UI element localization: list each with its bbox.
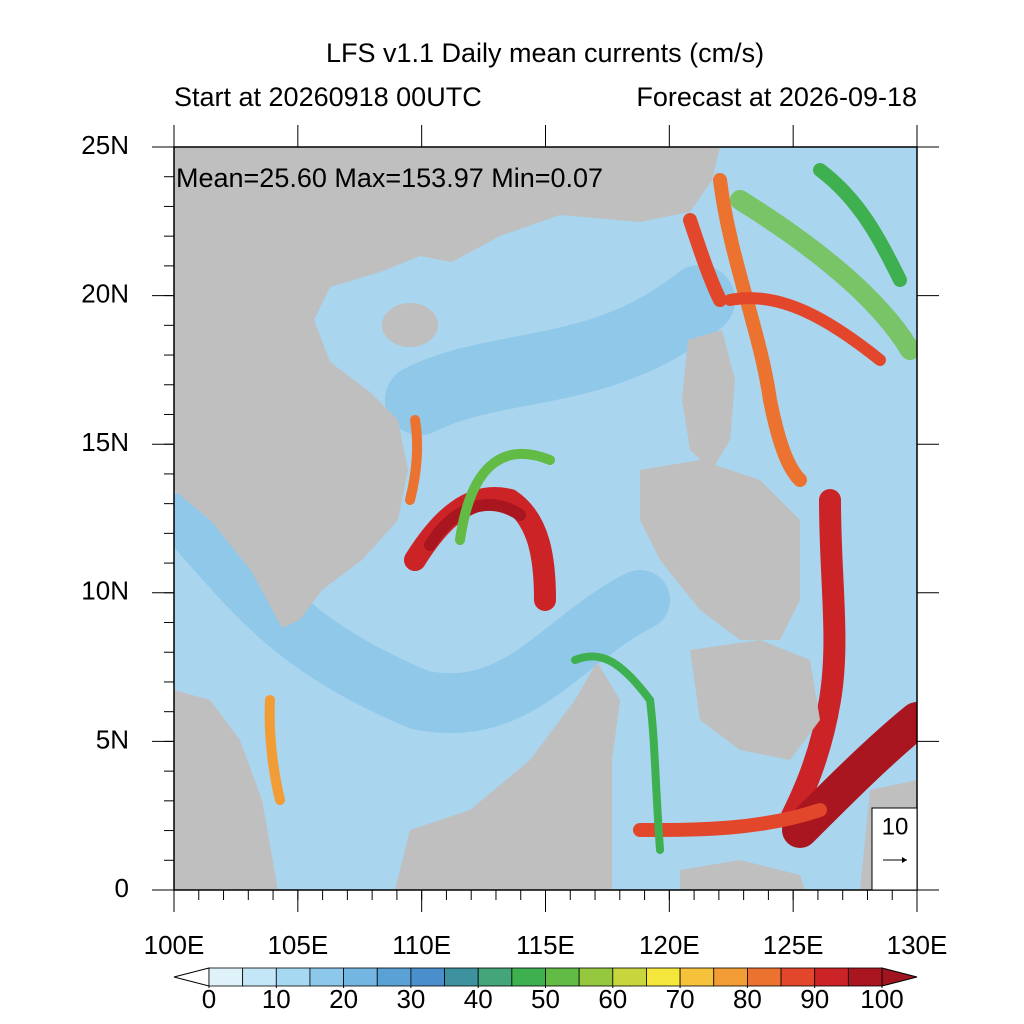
colorbar-label: 0 xyxy=(202,984,216,1014)
x-tick-label: 120E xyxy=(639,930,700,960)
colorbar-box xyxy=(847,967,883,987)
title: LFS v1.1 Daily mean currents (cm/s) xyxy=(326,38,764,68)
y-tick-label: 25N xyxy=(81,130,129,160)
y-tick-label: 15N xyxy=(81,427,129,457)
y-tick-label: 5N xyxy=(96,724,129,754)
reference-vector: 10 xyxy=(871,807,918,891)
colorbar-label: 20 xyxy=(329,984,358,1014)
x-tick-label: 105E xyxy=(267,930,328,960)
reference-arrowhead xyxy=(902,857,907,863)
subtitle-right: Forecast at 2026-09-18 xyxy=(636,82,917,112)
y-tick-label: 10N xyxy=(81,576,129,606)
colorbar-label: 40 xyxy=(464,984,493,1014)
colorbar-label: 50 xyxy=(531,984,560,1014)
colorbar-label: 90 xyxy=(800,984,829,1014)
subtitle-left: Start at 20260918 00UTC xyxy=(174,82,482,112)
colorbar-label: 30 xyxy=(396,984,425,1014)
x-tick-label: 100E xyxy=(144,930,205,960)
colorbar-label: 80 xyxy=(733,984,762,1014)
axes: 100E 105E 110E 115E 120E 125E 130E 0 5N 10N 15N 20N… xyxy=(81,125,947,960)
map-area xyxy=(174,147,917,890)
current-field xyxy=(174,163,917,854)
colorbar: 0 10 20 30 40 50 60 70 80 90 100 xyxy=(173,967,918,1014)
reference-label: 10 xyxy=(882,813,909,840)
colorbar-label: 10 xyxy=(262,984,291,1014)
x-tick-label: 115E xyxy=(516,930,575,960)
reference-box xyxy=(871,807,918,891)
x-tick-label: 130E xyxy=(887,930,948,960)
x-tick-label: 125E xyxy=(763,930,824,960)
colorbar-label: 70 xyxy=(666,984,695,1014)
x-tick-label: 110E xyxy=(392,930,451,960)
y-tick-label: 20N xyxy=(81,278,129,308)
colorbar-label: 60 xyxy=(598,984,627,1014)
stats: Mean=25.60 Max=153.97 Min=0.07 xyxy=(176,163,603,193)
y-tick-label: 0 xyxy=(115,873,129,903)
colorbar-label: 100 xyxy=(860,984,903,1014)
